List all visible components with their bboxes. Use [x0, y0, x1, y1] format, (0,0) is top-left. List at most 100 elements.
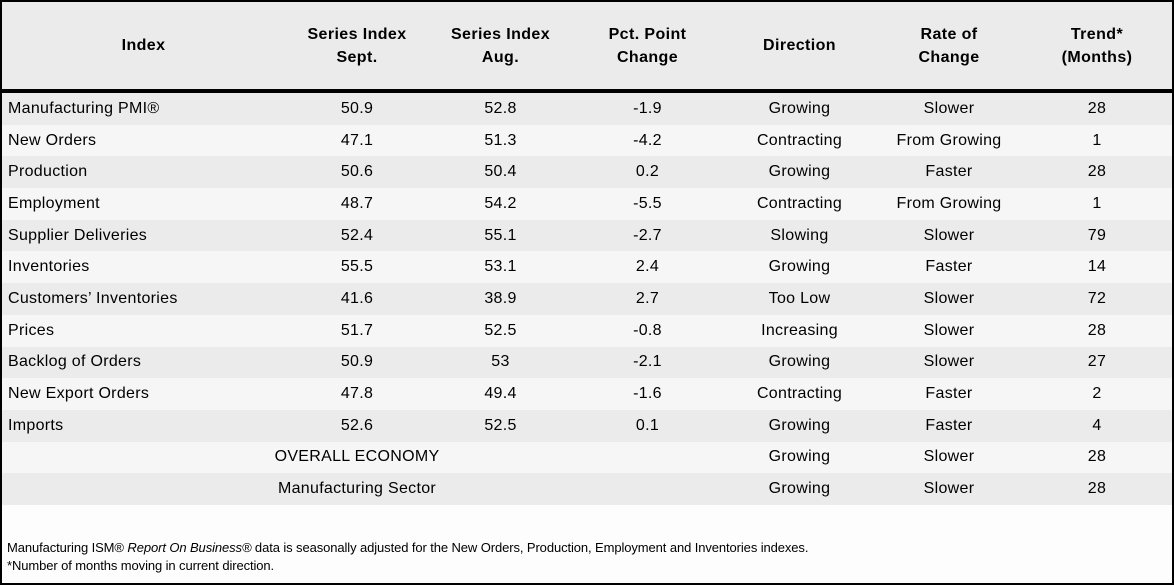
- table-row: Inventories 55.5 53.1 2.4 Growing Faster…: [2, 251, 1172, 284]
- table-row: Employment 48.7 54.2 -5.5 Contracting Fr…: [2, 188, 1172, 220]
- rate-cell: Slower: [923, 480, 975, 498]
- direction-cell: Slowing: [770, 226, 829, 244]
- footnote-seasonal-adjustment: Manufacturing ISM® Report On Business® d…: [7, 539, 1172, 557]
- table-row: Imports 52.6 52.5 0.1 Growing Faster 4: [2, 409, 1172, 442]
- direction-cell: Growing: [768, 480, 831, 498]
- direction-cell: Growing: [768, 163, 831, 181]
- rate-cell: Faster: [925, 385, 973, 403]
- index-name-cell: Supplier Deliveries: [8, 226, 148, 244]
- rate-cell: From Growing: [896, 131, 1002, 149]
- column-header-line: Direction: [763, 37, 836, 54]
- change-value-cell: -2.7: [633, 226, 662, 244]
- table-row: New Export Orders 47.8 49.4 -1.6 Contrac…: [2, 378, 1172, 410]
- column-header-line: Aug.: [481, 48, 520, 66]
- aug-value-cell: 53.1: [484, 258, 517, 276]
- column-header-line: Series Index: [450, 25, 551, 43]
- rate-cell: From Growing: [896, 194, 1002, 212]
- index-name-cell: New Export Orders: [8, 385, 150, 403]
- index-name-cell: Employment: [8, 194, 100, 212]
- trend-cell: 28: [1087, 321, 1107, 339]
- aug-value-cell: 38.9: [484, 289, 517, 307]
- sept-value-cell: 50.9: [340, 99, 374, 117]
- column-header-line: Sept.: [336, 48, 378, 66]
- change-value-cell: -4.2: [633, 131, 662, 149]
- summary-label: Manufacturing Sector: [277, 480, 437, 498]
- change-value-cell: 0.1: [635, 416, 660, 434]
- change-value-cell: -1.9: [633, 99, 662, 117]
- table-header-row: Index Series Index Sept. Series Index Au…: [2, 2, 1172, 93]
- aug-value-cell: 52.5: [484, 416, 517, 434]
- trend-cell: 4: [1092, 416, 1102, 434]
- change-value-cell: 2.7: [635, 289, 660, 307]
- change-value-cell: 0.2: [635, 163, 660, 181]
- trend-cell: 72: [1087, 289, 1107, 307]
- report-on-business-title: Report On Business®: [127, 540, 252, 555]
- column-header-series-index-aug: Series Index Aug.: [429, 23, 572, 69]
- table-body: Manufacturing PMI® 50.9 52.8 -1.9 Growin…: [2, 93, 1172, 505]
- trend-cell: 1: [1092, 131, 1102, 149]
- column-header-rate-of-change: Rate of Change: [876, 23, 1022, 69]
- table-row: Prices 51.7 52.5 -0.8 Increasing Slower …: [2, 314, 1172, 347]
- index-name-cell: Imports: [8, 416, 64, 434]
- change-value-cell: -0.8: [633, 321, 662, 339]
- rate-cell: Faster: [925, 416, 973, 434]
- direction-cell: Growing: [768, 448, 831, 466]
- direction-cell: Growing: [768, 258, 831, 276]
- trend-cell: 28: [1087, 99, 1107, 117]
- sept-value-cell: 50.6: [340, 163, 374, 181]
- direction-cell: Contracting: [756, 194, 843, 212]
- aug-value-cell: 52.8: [484, 99, 517, 117]
- column-header-series-index-sept: Series Index Sept.: [285, 23, 429, 69]
- trend-cell: 28: [1087, 448, 1107, 466]
- direction-cell: Contracting: [756, 131, 843, 149]
- column-header-line: (Months): [1061, 48, 1133, 66]
- direction-cell: Growing: [768, 99, 831, 117]
- index-name-cell: Prices: [8, 321, 55, 339]
- aug-value-cell: 50.4: [484, 163, 517, 181]
- rate-cell: Slower: [923, 321, 975, 339]
- rate-cell: Slower: [923, 448, 975, 466]
- column-header-line: Index: [121, 37, 166, 54]
- summary-row-manufacturing-sector: Manufacturing Sector Growing Slower 28: [2, 473, 1172, 505]
- column-header-trend-months: Trend* (Months): [1022, 23, 1172, 69]
- index-name-cell: New Orders: [8, 131, 97, 149]
- column-header-index: Index: [2, 34, 285, 57]
- sept-value-cell: 41.6: [340, 289, 374, 307]
- column-header-line: Rate of: [920, 25, 978, 43]
- change-value-cell: -2.1: [633, 353, 662, 371]
- aug-value-cell: 53: [491, 353, 510, 371]
- change-value-cell: -5.5: [633, 194, 662, 212]
- change-value-cell: 2.4: [635, 258, 660, 276]
- table-row: Backlog of Orders 50.9 53 -2.1 Growing S…: [2, 346, 1172, 379]
- sept-value-cell: 50.9: [340, 353, 374, 371]
- aug-value-cell: 49.4: [484, 385, 517, 403]
- index-name-cell: Manufacturing PMI®: [8, 99, 160, 117]
- direction-cell: Too Low: [768, 289, 831, 307]
- index-name-cell: Customers’ Inventories: [8, 289, 178, 307]
- aug-value-cell: 54.2: [484, 194, 517, 212]
- direction-cell: Growing: [768, 416, 831, 434]
- trend-cell: 1: [1092, 194, 1102, 212]
- column-header-direction: Direction: [723, 34, 876, 57]
- column-header-line: Change: [918, 48, 980, 66]
- sept-value-cell: 47.8: [340, 385, 374, 403]
- sept-value-cell: 51.7: [340, 321, 374, 339]
- column-header-line: Change: [616, 48, 679, 66]
- table-footnotes: Manufacturing ISM® Report On Business® d…: [2, 505, 1172, 583]
- sept-value-cell: 52.6: [340, 416, 374, 434]
- trend-cell: 28: [1087, 480, 1107, 498]
- direction-cell: Contracting: [756, 385, 843, 403]
- column-header-line: Series Index: [307, 25, 407, 43]
- summary-row-overall-economy: OVERALL ECONOMY Growing Slower 28: [2, 441, 1172, 474]
- rate-cell: Faster: [925, 163, 973, 181]
- footnote-text: Manufacturing ISM®: [7, 540, 128, 555]
- sept-value-cell: 47.1: [340, 131, 374, 149]
- trend-cell: 14: [1087, 258, 1107, 276]
- sept-value-cell: 55.5: [340, 258, 374, 276]
- index-name-cell: Backlog of Orders: [8, 353, 142, 371]
- table-row: Production 50.6 50.4 0.2 Growing Faster …: [2, 156, 1172, 189]
- table-row: New Orders 47.1 51.3 -4.2 Contracting Fr…: [2, 124, 1172, 157]
- sept-value-cell: 48.7: [340, 194, 374, 212]
- table-row: Customers’ Inventories 41.6 38.9 2.7 Too…: [2, 283, 1172, 315]
